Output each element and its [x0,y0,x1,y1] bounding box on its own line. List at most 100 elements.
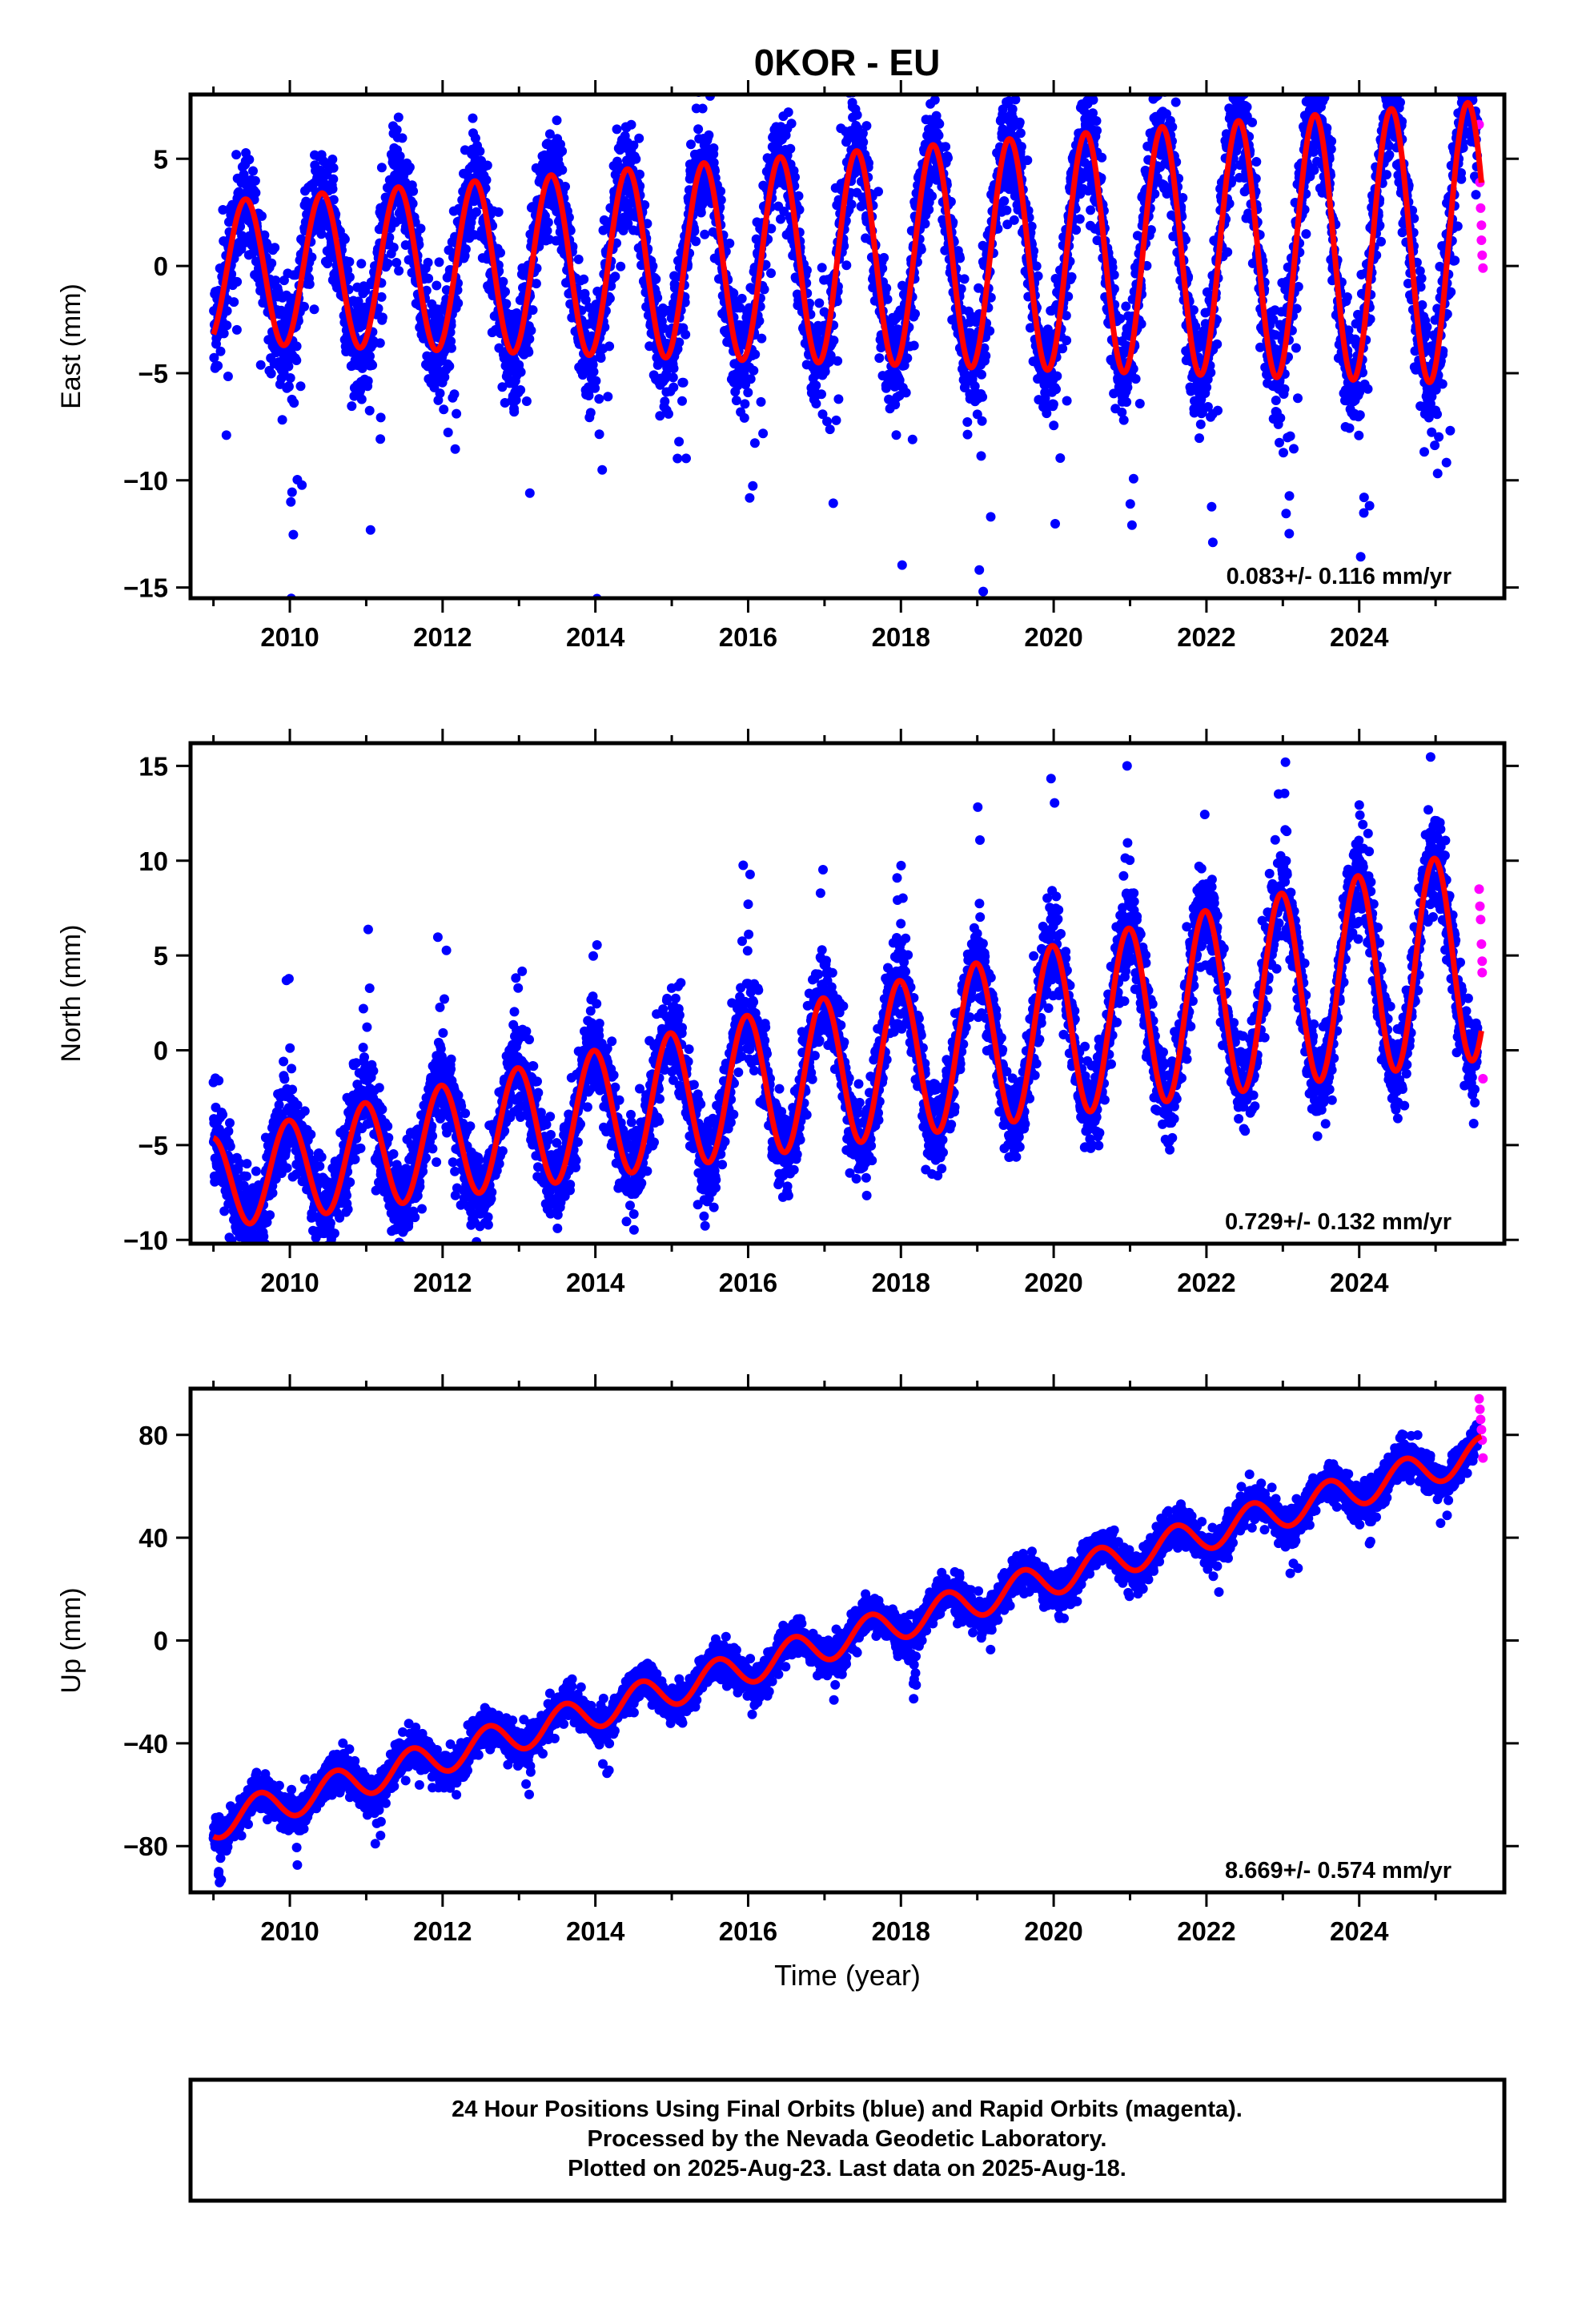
east-final-point [879,252,889,263]
east-final-point [1307,82,1317,92]
east-final-point [745,374,756,384]
east-final-point [817,263,827,273]
east-final-point [1251,157,1262,167]
east-final-point [1207,501,1217,512]
east-final-point [391,258,402,267]
east-final-point [1312,83,1322,93]
east-final-point [475,146,485,156]
east-final-point [920,219,930,229]
east-final-point [528,305,538,316]
east-final-point [955,253,966,263]
east-final-point [927,191,938,201]
east-final-point [573,254,584,264]
east-final-point [697,103,708,114]
east-final-point [585,408,596,418]
east-final-point [985,326,995,336]
east-final-point [591,376,601,386]
east-final-point [1050,519,1060,529]
east-final-point [1126,520,1137,530]
east-final-point [709,143,719,153]
east-final-point [1128,473,1138,484]
east-final-point [446,343,456,353]
east-final-point [295,381,306,392]
east-final-point [443,428,453,437]
east-final-point [421,285,432,296]
east-final-point [959,274,970,284]
east-final-point [496,247,505,258]
east-final-point [1239,82,1248,92]
east-final-point [453,298,464,308]
east-final-point [999,196,1010,206]
east-final-point [1279,448,1288,458]
east-final-point [468,113,478,123]
east-final-point [285,373,295,383]
east-final-point [861,121,872,131]
east-final-point [962,417,973,427]
east-final-point [737,293,747,304]
east-final-point [388,243,399,252]
east-final-point [881,283,892,293]
east-final-point [1310,82,1319,92]
east-final-point [597,464,608,475]
east-plot-area [209,55,1488,631]
east-final-point [874,353,885,364]
east-final-point [297,480,307,490]
east-final-point [916,244,926,255]
east-final-point [397,133,408,143]
east-final-point [786,119,797,129]
east-final-point [668,372,678,383]
east-final-point [408,186,419,196]
east-final-point [257,211,267,221]
east-final-point [740,399,750,409]
east-final-point [1309,165,1319,175]
east-final-point [432,280,442,291]
east-final-point [449,389,460,400]
east-final-point [814,298,825,308]
east-final-point [673,453,683,464]
east-final-point [974,621,983,631]
east-final-point [360,286,371,296]
east-final-point [1238,74,1247,84]
east-final-point [981,351,991,361]
east-final-point [1291,343,1301,353]
east-final-point [424,273,434,283]
east-final-point [691,236,701,247]
east-final-point [1154,55,1164,65]
east-final-point [626,119,636,130]
east-final-point [1007,104,1018,115]
east-final-point [209,352,219,363]
east-final-point [677,396,687,406]
east-final-point [434,257,444,267]
east-final-point [909,340,919,351]
east-final-point [1031,261,1042,271]
east-final-point [472,207,481,217]
east-final-point [1092,126,1102,136]
east-final-point [1121,301,1131,312]
east-final-point [557,146,568,156]
east-final-point [531,279,541,289]
east-final-point [286,497,296,507]
east-final-point [1122,397,1132,407]
east-final-point [248,166,258,176]
east-final-point [521,396,532,406]
east-final-point [267,258,277,268]
east-final-point [716,186,726,196]
east-final-point [231,324,242,335]
east-final-point [891,430,901,440]
east-final-point [704,130,714,140]
east-final-point [1014,117,1025,127]
east-final-point [1062,336,1072,346]
east-final-point [749,438,760,448]
east-final-point [221,430,231,440]
east-final-point [910,308,920,319]
east-final-point [828,498,838,509]
east-final-point [552,115,562,126]
east-final-point [498,276,508,287]
east-final-point [758,428,769,439]
east-final-point [986,512,996,522]
east-final-point [327,155,338,164]
east-final-point [394,266,404,276]
east-final-point [930,94,940,105]
east-final-point [603,392,613,402]
